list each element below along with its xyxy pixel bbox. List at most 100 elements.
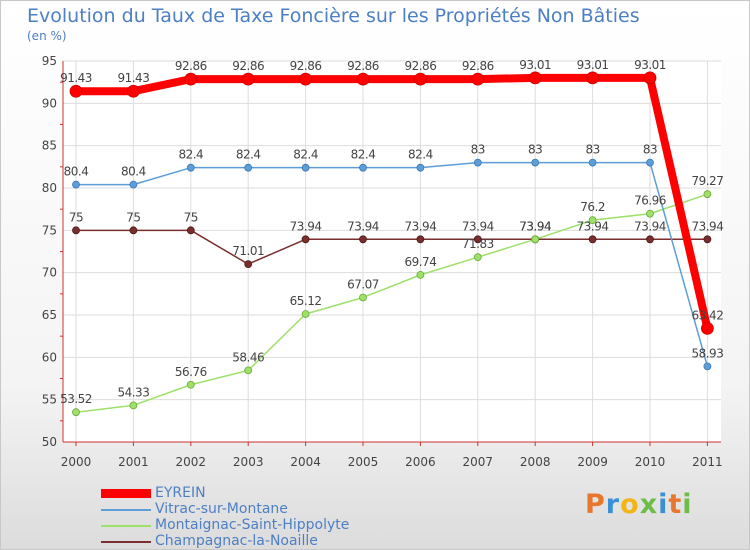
data-label-3: 75 bbox=[69, 210, 83, 224]
data-point-1 bbox=[72, 180, 80, 189]
data-point-2 bbox=[359, 293, 367, 302]
y-tick-label: 75 bbox=[42, 223, 57, 237]
data-point-1 bbox=[646, 158, 654, 167]
legend-swatch-montaignac bbox=[101, 525, 151, 527]
data-point-0 bbox=[184, 72, 198, 86]
data-point-1 bbox=[416, 163, 425, 172]
data-point-0 bbox=[413, 72, 427, 86]
logo-letter: x bbox=[639, 489, 659, 520]
data-point-1 bbox=[244, 163, 253, 172]
data-point-3 bbox=[646, 235, 654, 244]
logo-letter: r bbox=[605, 489, 621, 520]
data-label-3: 73.94 bbox=[577, 219, 609, 233]
data-label-0: 91.43 bbox=[117, 71, 149, 85]
y-tick-label: 55 bbox=[42, 393, 57, 407]
data-label-2: 67.07 bbox=[347, 277, 379, 291]
data-point-3 bbox=[588, 235, 597, 244]
y-tick-label: 50 bbox=[42, 435, 57, 449]
x-tick-label: 2003 bbox=[233, 455, 264, 469]
data-label-1: 58.93 bbox=[691, 346, 723, 360]
data-label-3: 73.94 bbox=[634, 219, 666, 233]
data-point-3 bbox=[301, 235, 310, 244]
data-point-1 bbox=[301, 163, 310, 172]
data-point-3 bbox=[416, 235, 425, 244]
data-label-2: 71.83 bbox=[462, 237, 494, 251]
data-label-1: 80.4 bbox=[64, 165, 89, 179]
data-point-0 bbox=[471, 72, 485, 86]
data-label-0: 92.86 bbox=[347, 59, 379, 73]
logo-letter: o bbox=[620, 489, 640, 520]
series-line-2 bbox=[75, 193, 709, 413]
data-label-2: 65.12 bbox=[290, 294, 322, 308]
legend-item-vitrac[interactable]: Vitrac-sur-Montane bbox=[101, 501, 401, 518]
data-label-1: 83 bbox=[471, 143, 485, 157]
data-label-1: 82.4 bbox=[293, 148, 318, 162]
y-tick-label: 85 bbox=[42, 139, 57, 153]
legend-swatch-eyrein bbox=[101, 489, 151, 498]
data-point-2 bbox=[301, 310, 310, 318]
x-tick-label: 2011 bbox=[692, 455, 723, 469]
data-label-2: 76.96 bbox=[634, 194, 666, 208]
data-label-0: 92.86 bbox=[232, 59, 264, 73]
data-label-2: 69.74 bbox=[404, 255, 436, 269]
data-point-0 bbox=[586, 71, 599, 85]
data-label-3: 73.94 bbox=[691, 219, 723, 233]
data-label-0: 63.42 bbox=[691, 308, 723, 322]
legend-item-champagnac[interactable]: Champagnac-la-Noaille bbox=[101, 533, 401, 550]
x-tick-label: 2008 bbox=[520, 455, 551, 469]
data-label-2: 56.76 bbox=[175, 365, 207, 379]
data-point-3 bbox=[244, 260, 253, 269]
x-tick-label: 2005 bbox=[348, 455, 379, 469]
data-point-1 bbox=[703, 362, 712, 371]
data-point-2 bbox=[244, 366, 253, 375]
data-label-0: 92.86 bbox=[290, 59, 322, 73]
y-tick-label: 90 bbox=[42, 96, 57, 110]
x-tick-label: 2002 bbox=[176, 455, 207, 469]
data-label-3: 75 bbox=[126, 210, 140, 224]
x-tick-label: 2000 bbox=[61, 455, 92, 469]
data-point-1 bbox=[588, 158, 597, 167]
logo-letter: t bbox=[668, 489, 683, 520]
data-label-3: 71.01 bbox=[232, 244, 264, 258]
data-point-0 bbox=[356, 72, 370, 86]
data-label-1: 80.4 bbox=[121, 165, 146, 179]
legend-item-montaignac[interactable]: Montaignac-Saint-Hippolyte bbox=[101, 517, 401, 534]
x-tick-label: 2007 bbox=[463, 455, 494, 469]
data-label-3: 75 bbox=[184, 210, 198, 224]
data-point-0 bbox=[299, 72, 313, 86]
y-tick-label: 70 bbox=[42, 266, 57, 280]
data-label-0: 92.86 bbox=[462, 59, 494, 73]
logo-letter: i bbox=[658, 489, 669, 520]
data-label-1: 83 bbox=[585, 143, 599, 157]
data-point-1 bbox=[129, 180, 138, 189]
data-point-2 bbox=[129, 401, 138, 410]
data-point-2 bbox=[186, 380, 195, 389]
data-point-3 bbox=[359, 235, 367, 244]
data-label-1: 82.4 bbox=[351, 148, 376, 162]
data-point-3 bbox=[703, 235, 712, 244]
data-point-2 bbox=[646, 209, 654, 218]
data-point-1 bbox=[359, 163, 367, 172]
x-tick-label: 2009 bbox=[577, 455, 608, 469]
data-label-1: 83 bbox=[528, 143, 542, 157]
data-point-3 bbox=[473, 235, 482, 244]
x-tick-label: 2001 bbox=[118, 455, 149, 469]
data-point-2 bbox=[473, 253, 482, 262]
y-tick-label: 65 bbox=[42, 308, 57, 322]
data-label-2: 53.52 bbox=[60, 392, 92, 406]
x-tick-label: 2006 bbox=[405, 455, 436, 469]
data-label-2: 79.27 bbox=[691, 174, 723, 188]
data-point-0 bbox=[241, 72, 255, 86]
data-point-2 bbox=[588, 216, 597, 225]
data-point-3 bbox=[72, 226, 80, 235]
data-point-0 bbox=[69, 84, 83, 98]
data-label-0: 93.01 bbox=[519, 58, 551, 72]
legend-item-eyrein[interactable]: EYREIN bbox=[101, 485, 401, 502]
data-label-2: 73.94 bbox=[519, 219, 551, 233]
x-tick-label: 2004 bbox=[290, 455, 321, 469]
chart-title: Evolution du Taux de Taxe Foncière sur l… bbox=[27, 5, 640, 27]
legend: EYREIN Vitrac-sur-Montane Montaignac-Sai… bbox=[101, 485, 401, 550]
data-label-2: 58.46 bbox=[232, 350, 264, 364]
